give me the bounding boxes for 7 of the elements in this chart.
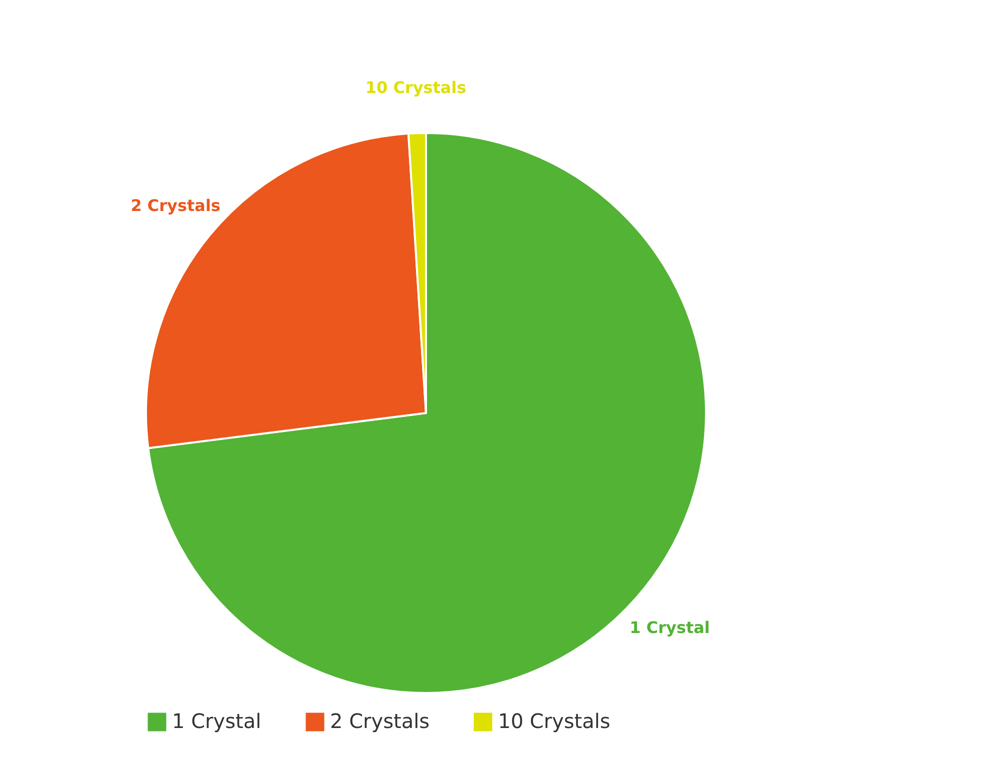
legend-label: 1 Crystal: [172, 709, 262, 733]
slice-label: 10 Crystals: [365, 78, 466, 98]
pie-slice: [147, 132, 707, 694]
legend-label: 10 Crystals: [498, 709, 610, 733]
slice-label: 1 Crystal: [630, 618, 710, 637]
legend-label: 2 Crystals: [330, 709, 430, 733]
slice-label: 2 Crystals: [130, 196, 220, 215]
